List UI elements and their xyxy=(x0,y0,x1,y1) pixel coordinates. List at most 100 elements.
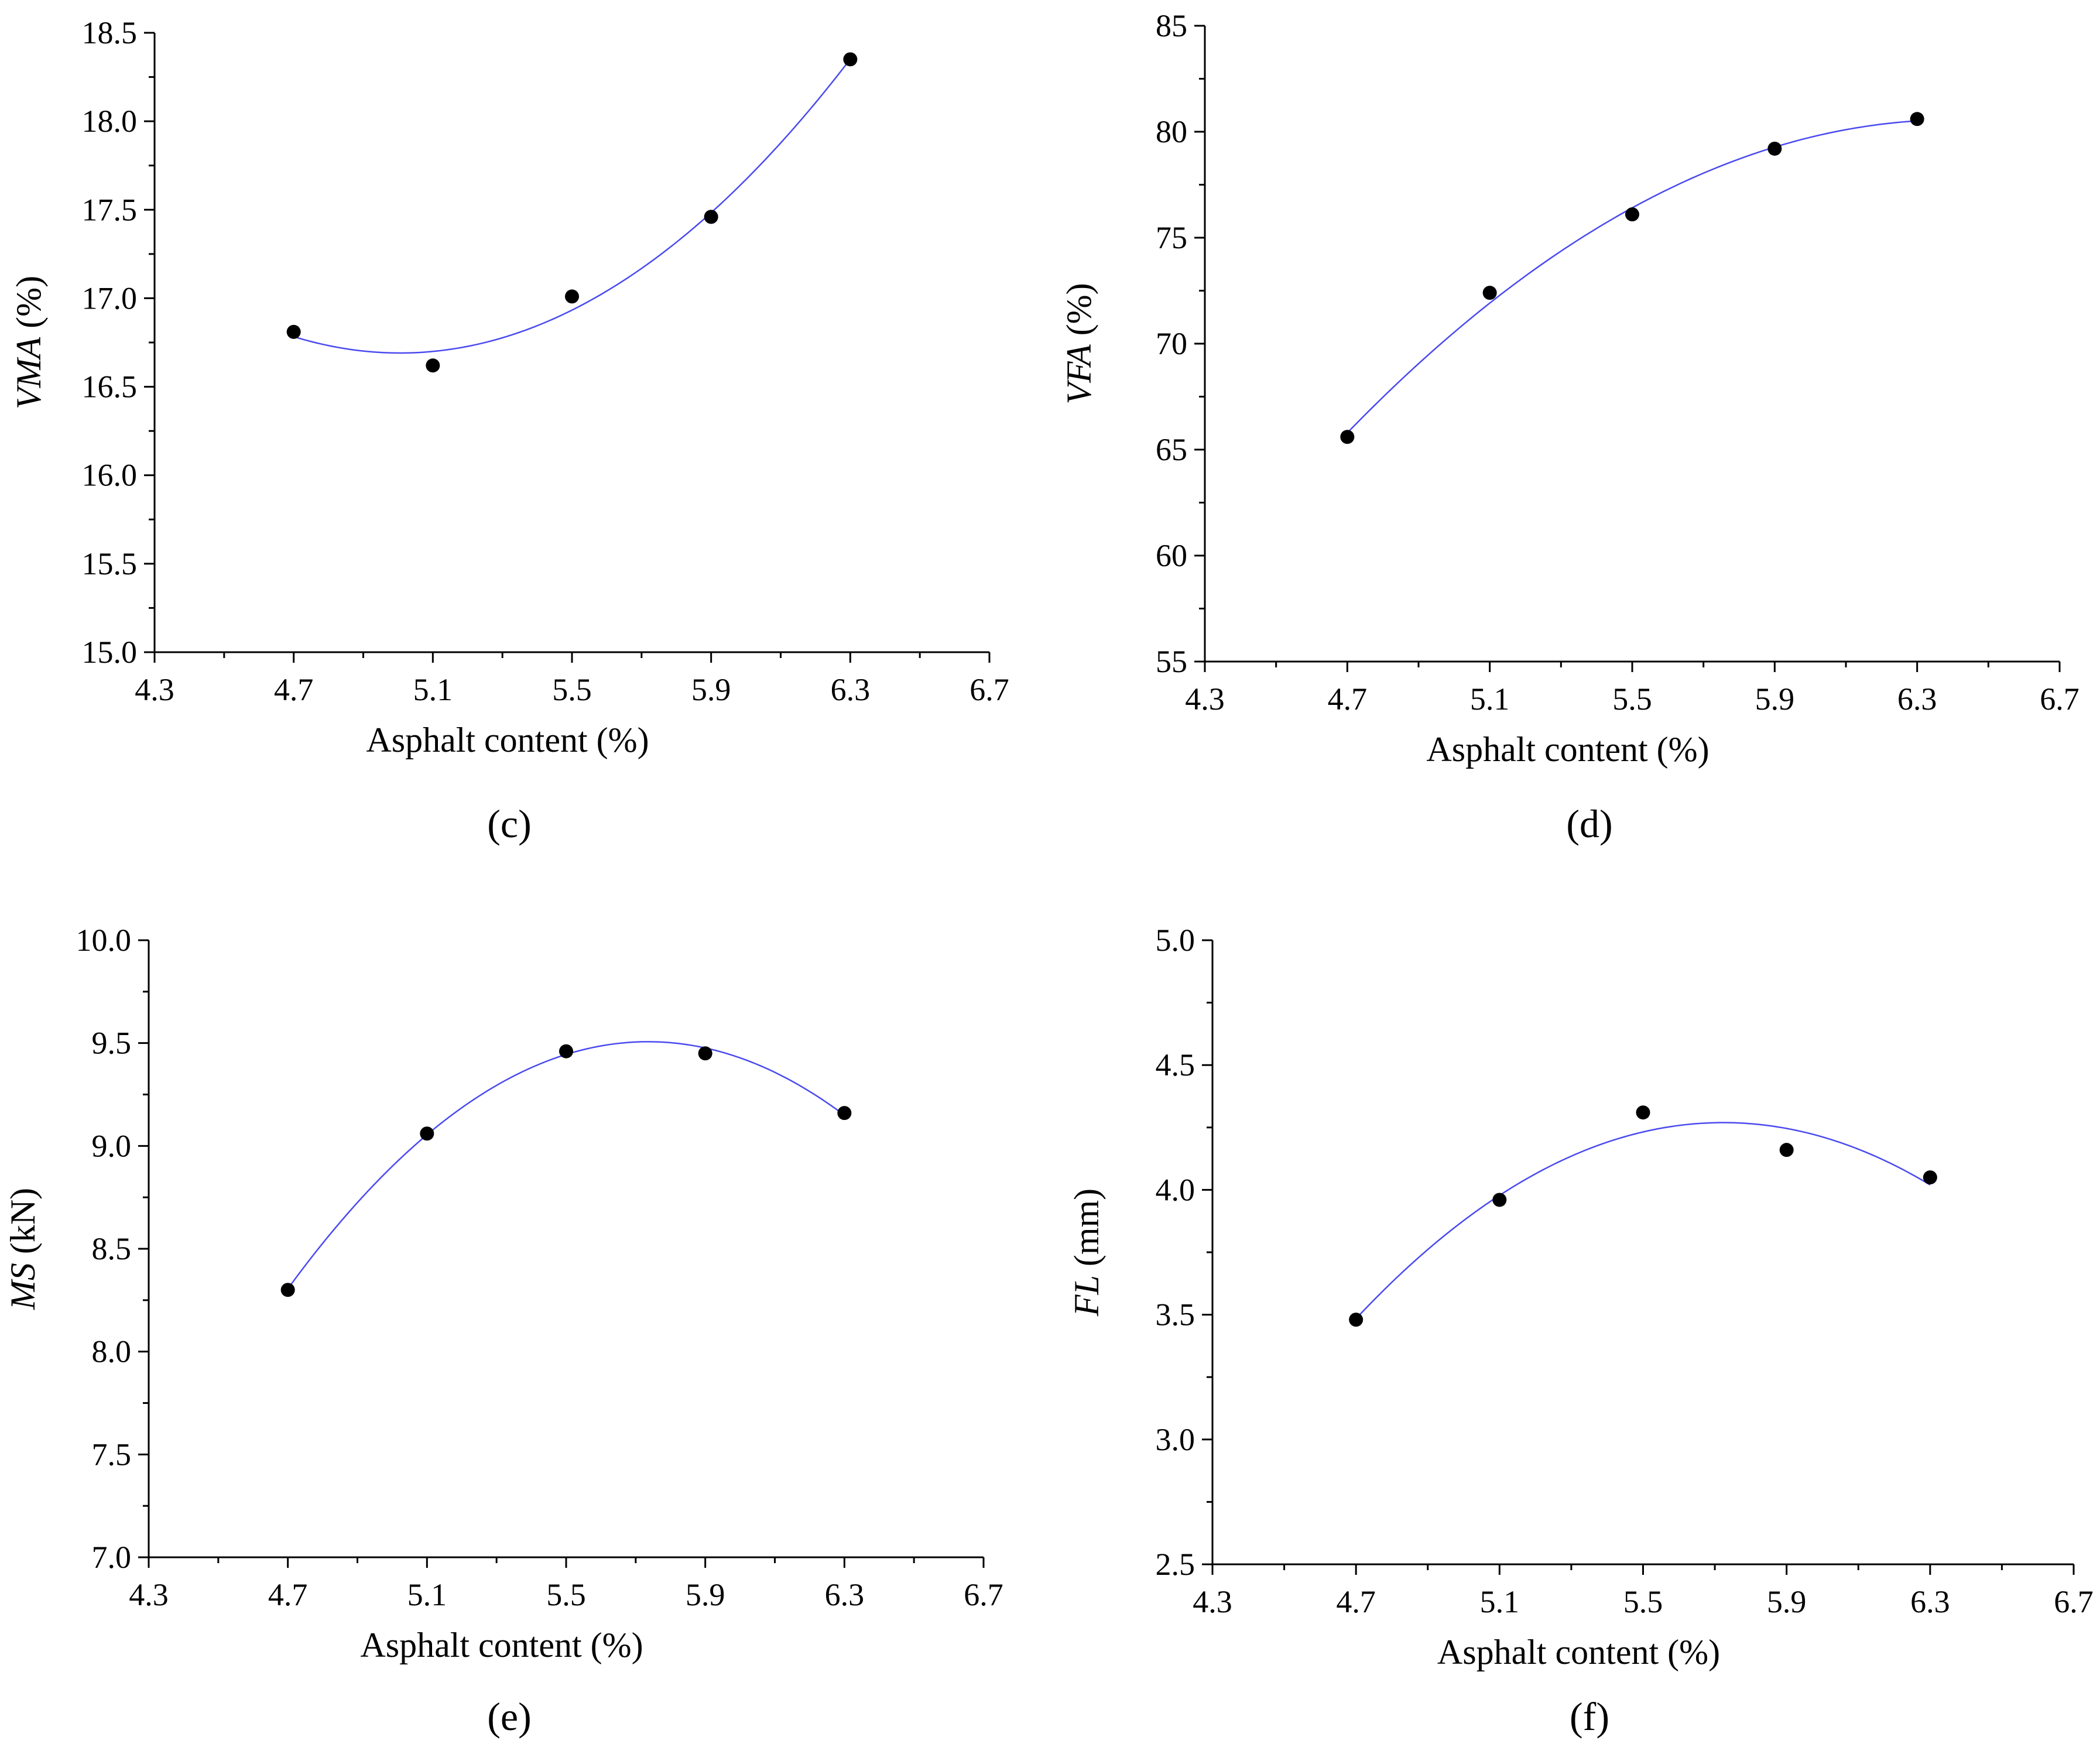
y-tick-label: 15.5 xyxy=(82,546,138,581)
data-point xyxy=(1349,1313,1364,1327)
data-point xyxy=(1482,286,1497,300)
y-tick-label: 65 xyxy=(1156,432,1187,467)
x-axis-title: Asphalt content (%) xyxy=(366,721,649,759)
x-tick-label: 5.9 xyxy=(686,1577,725,1612)
y-tick-label: 4.5 xyxy=(1156,1047,1195,1082)
y-tick-label: 18.0 xyxy=(82,104,138,139)
y-axis-unit: (%) xyxy=(9,276,48,337)
x-tick-label: 4.3 xyxy=(129,1577,169,1612)
chart-panel-0: 4.3 4.7 5.1 5.5 5.9 6.3 6.7 15.0 15.5 16.0 16.5 17.… xyxy=(9,15,1009,846)
data-point xyxy=(698,1046,712,1061)
y-axis-unit: (kN) xyxy=(4,1188,42,1263)
data-point xyxy=(286,324,301,339)
y-axis-variable: VFA xyxy=(1060,344,1098,405)
fit-curve xyxy=(287,1041,845,1290)
x-tick-label: 4.7 xyxy=(1336,1584,1376,1619)
x-tick-label: 5.5 xyxy=(546,1577,586,1612)
data-point xyxy=(1923,1170,1937,1185)
y-axis-title: FL (mm) xyxy=(1067,1188,1106,1317)
y-tick-label: 7.0 xyxy=(92,1540,132,1575)
x-tick-label: 5.9 xyxy=(1755,681,1795,717)
y-tick-label: 5.0 xyxy=(1156,923,1195,958)
x-axis-title: Asphalt content (%) xyxy=(1437,1633,1720,1671)
data-point xyxy=(426,358,440,373)
y-tick-label: 16.5 xyxy=(82,369,138,405)
y-tick-label: 10.0 xyxy=(76,923,132,958)
chart-panel-1: 4.3 4.7 5.1 5.5 5.9 6.3 6.7 55 60 65 70 75 80 85 Aspha… xyxy=(1060,8,2080,846)
x-tick-label: 6.3 xyxy=(1897,681,1937,717)
x-tick-label: 5.1 xyxy=(1480,1584,1520,1619)
data-point xyxy=(1625,207,1639,222)
x-tick-label: 5.1 xyxy=(407,1577,447,1612)
y-axis-title: VFA (%) xyxy=(1060,283,1098,404)
y-tick-label: 70 xyxy=(1156,326,1187,361)
y-tick-label: 4.0 xyxy=(1156,1172,1195,1207)
y-tick-label: 80 xyxy=(1156,114,1187,149)
y-tick-label: 8.5 xyxy=(92,1231,132,1266)
y-tick-label: 9.0 xyxy=(92,1128,132,1163)
x-tick-label: 5.9 xyxy=(691,672,731,707)
data-point xyxy=(559,1044,573,1058)
x-tick-label: 6.3 xyxy=(1910,1584,1950,1619)
data-point xyxy=(1636,1105,1650,1120)
y-axis-variable: MS xyxy=(4,1263,42,1310)
x-tick-label: 5.5 xyxy=(552,672,592,707)
fit-curve xyxy=(1347,120,1917,434)
fit-curve xyxy=(293,59,851,354)
x-tick-label: 6.3 xyxy=(825,1577,865,1612)
y-tick-label: 75 xyxy=(1156,220,1187,255)
data-point xyxy=(1779,1143,1794,1157)
x-tick-label: 4.3 xyxy=(1193,1584,1232,1619)
y-axis-title: MS (kN) xyxy=(4,1188,42,1310)
y-axis-unit: (%) xyxy=(1060,283,1098,344)
x-tick-label: 6.3 xyxy=(831,672,871,707)
data-point xyxy=(843,52,858,67)
y-tick-label: 18.5 xyxy=(82,15,138,50)
y-tick-label: 85 xyxy=(1156,8,1187,43)
x-axis-title: Asphalt content (%) xyxy=(1426,730,1709,769)
x-tick-label: 5.1 xyxy=(1470,681,1510,717)
y-tick-label: 15.0 xyxy=(82,635,138,670)
y-tick-label: 9.5 xyxy=(92,1026,132,1061)
chart-panel-3: 4.3 4.7 5.1 5.5 5.9 6.3 6.7 2.5 3.0 3.5 4.0 4.5 5.0 A… xyxy=(1067,923,2094,1739)
x-tick-label: 5.5 xyxy=(1612,681,1652,717)
x-axis-title: Asphalt content (%) xyxy=(360,1626,643,1664)
data-point xyxy=(565,289,579,304)
panel-label: (d) xyxy=(1566,801,1612,846)
y-axis-variable: VMA xyxy=(9,337,48,409)
data-point xyxy=(1910,112,1924,126)
y-tick-label: 55 xyxy=(1156,644,1187,679)
x-tick-label: 4.7 xyxy=(1328,681,1368,717)
data-point xyxy=(1767,141,1782,156)
data-point xyxy=(1492,1193,1507,1207)
y-tick-label: 17.0 xyxy=(82,280,138,316)
chart-panel-2: 4.3 4.7 5.1 5.5 5.9 6.3 6.7 7.0 7.5 8.0 8.5 9.0 9.5 1… xyxy=(4,923,1003,1739)
x-tick-label: 4.7 xyxy=(268,1577,308,1612)
y-tick-label: 60 xyxy=(1156,538,1187,573)
fit-curve xyxy=(1355,1122,1931,1320)
y-tick-label: 3.5 xyxy=(1156,1297,1195,1332)
x-tick-label: 6.7 xyxy=(970,672,1009,707)
y-axis-title: VMA (%) xyxy=(9,276,48,409)
data-point xyxy=(837,1106,852,1121)
y-tick-label: 8.0 xyxy=(92,1334,132,1369)
x-tick-label: 6.7 xyxy=(2040,681,2080,717)
data-point xyxy=(420,1126,434,1141)
x-tick-label: 6.7 xyxy=(964,1577,1003,1612)
x-tick-label: 5.1 xyxy=(413,672,453,707)
data-point xyxy=(1340,430,1355,444)
y-axis-variable: FL xyxy=(1067,1275,1106,1317)
x-tick-label: 6.7 xyxy=(2054,1584,2094,1619)
y-tick-label: 16.0 xyxy=(82,458,138,493)
y-tick-label: 3.0 xyxy=(1156,1422,1195,1457)
data-point xyxy=(704,210,718,224)
x-tick-label: 4.3 xyxy=(135,672,174,707)
y-tick-label: 2.5 xyxy=(1156,1547,1195,1582)
y-tick-label: 17.5 xyxy=(82,192,138,227)
data-point xyxy=(280,1283,295,1297)
x-tick-label: 4.3 xyxy=(1185,681,1225,717)
panel-label: (c) xyxy=(487,801,531,846)
x-tick-label: 5.9 xyxy=(1767,1584,1807,1619)
panel-label: (f) xyxy=(1570,1694,1609,1739)
